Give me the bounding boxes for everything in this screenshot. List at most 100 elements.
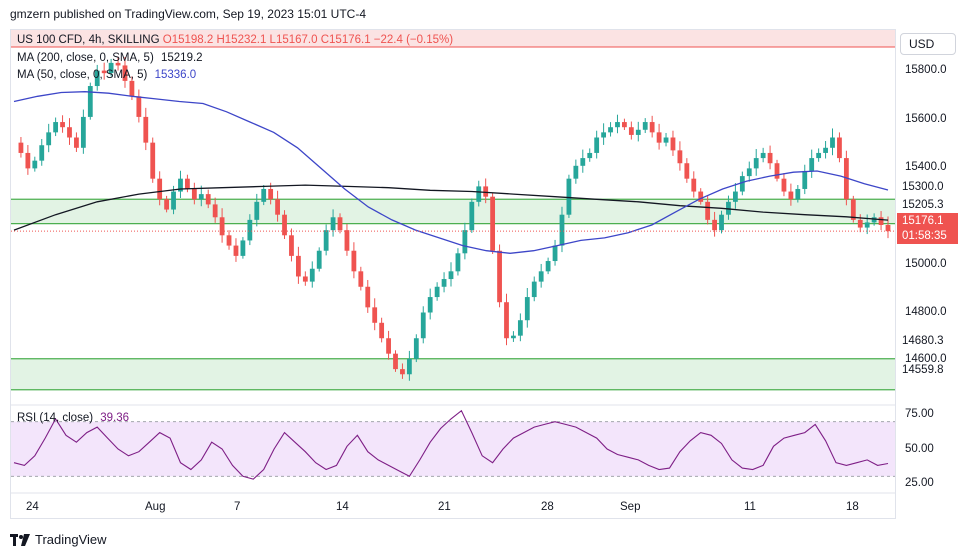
candle-body bbox=[670, 137, 676, 151]
rsi-label: RSI (14, close) bbox=[17, 412, 94, 424]
candle-body bbox=[795, 188, 801, 200]
candle-body bbox=[511, 335, 516, 339]
candle-body bbox=[739, 176, 745, 192]
candle-body bbox=[191, 188, 197, 200]
candle-body bbox=[427, 297, 433, 313]
candle-body bbox=[358, 271, 364, 287]
candle-body bbox=[698, 191, 704, 202]
ma200-legend[interactable]: MA (200, close, 0, SMA, 5) 15219.2 bbox=[17, 52, 203, 64]
ohlc-high: H15232.1 bbox=[216, 34, 267, 46]
candle-body bbox=[816, 152, 822, 159]
candle-body bbox=[393, 353, 398, 370]
candle-body bbox=[788, 191, 794, 200]
candle-body bbox=[434, 286, 440, 298]
candle-body bbox=[60, 122, 65, 128]
footer-brand: TradingView bbox=[35, 532, 107, 547]
candle-body bbox=[809, 158, 815, 171]
candle-body bbox=[74, 137, 79, 148]
candle-body bbox=[864, 222, 870, 228]
symbol-legend[interactable]: US 100 CFD, 4h, SKILLING O15198.2 H15232… bbox=[17, 34, 453, 46]
candle-body bbox=[386, 338, 391, 354]
candle-body bbox=[726, 201, 731, 215]
ma200-label: MA (200, close, 0, SMA, 5) bbox=[17, 52, 154, 64]
ohlc-close: C15176.1 bbox=[320, 34, 371, 46]
candle-body bbox=[18, 142, 24, 153]
candle-body bbox=[455, 253, 461, 272]
candle-body bbox=[268, 188, 274, 200]
candle-body bbox=[233, 245, 239, 256]
ma50-legend[interactable]: MA (50, close, 0, SMA, 5) 15336.0 bbox=[17, 69, 196, 81]
ma50-value: 15336.0 bbox=[154, 69, 197, 81]
candle-body bbox=[781, 178, 787, 192]
candle-body bbox=[323, 230, 329, 251]
time-axis-label: 14 bbox=[336, 501, 349, 513]
time-axis-label: 18 bbox=[846, 501, 859, 513]
candle-body bbox=[171, 191, 176, 210]
candle-body bbox=[802, 170, 808, 189]
candle-body bbox=[302, 276, 308, 282]
rsi-axis-label: 25.00 bbox=[905, 477, 934, 489]
candle-body bbox=[691, 178, 697, 192]
candle-body bbox=[580, 158, 586, 166]
time-axis-label: Aug bbox=[145, 501, 166, 513]
candle-body bbox=[538, 271, 544, 282]
candle-body bbox=[753, 158, 759, 169]
candle-body bbox=[712, 219, 717, 231]
candle-body bbox=[32, 160, 38, 169]
candle-body bbox=[309, 268, 315, 282]
candle-body bbox=[372, 307, 378, 323]
candle-body bbox=[226, 235, 232, 246]
candle-body bbox=[767, 152, 773, 164]
rsi-axis-label: 50.00 bbox=[905, 443, 934, 455]
candle-body bbox=[573, 165, 579, 179]
candle-body bbox=[129, 80, 135, 97]
candle-body bbox=[413, 338, 419, 359]
candle-body bbox=[552, 245, 558, 262]
candle-body bbox=[559, 214, 565, 246]
currency-button[interactable]: USD bbox=[900, 33, 956, 55]
time-axis-label: 11 bbox=[744, 501, 756, 513]
zone-tag-upper-low: 15205.3 bbox=[898, 198, 948, 212]
candle-body bbox=[365, 286, 371, 308]
candle-body bbox=[545, 261, 551, 272]
candle-body bbox=[622, 122, 627, 128]
time-axis-label: 28 bbox=[541, 501, 554, 513]
last-price-tag: 15176.1 01:58:35 bbox=[897, 213, 958, 244]
candle-body bbox=[330, 217, 336, 231]
candle-body bbox=[594, 137, 600, 153]
tradingview-footer[interactable]: TradingView bbox=[10, 532, 107, 547]
sr-zone bbox=[11, 358, 895, 390]
ma200-value: 15219.2 bbox=[160, 52, 203, 64]
price-axis-label: 14600.0 bbox=[905, 353, 947, 365]
candle-body bbox=[122, 65, 128, 81]
candle-body bbox=[857, 219, 863, 228]
ohlc-change: −22.4 (−0.15%) bbox=[373, 34, 454, 46]
candle-body bbox=[136, 96, 142, 117]
time-axis-label: Sep bbox=[620, 501, 641, 513]
candle-body bbox=[143, 116, 149, 143]
candle-body bbox=[601, 132, 607, 138]
tradingview-logo-icon bbox=[10, 533, 30, 546]
candle-body bbox=[108, 62, 114, 74]
candle-body bbox=[566, 178, 572, 215]
candle-body bbox=[469, 201, 475, 231]
ma50-line bbox=[13, 91, 889, 254]
candle-body bbox=[483, 186, 489, 197]
rsi-line bbox=[13, 409, 889, 480]
candle-body bbox=[46, 132, 52, 146]
zone-tag-lower-high: 14680.3 bbox=[898, 334, 948, 348]
candle-body bbox=[850, 199, 856, 220]
candle-body bbox=[837, 137, 842, 159]
candle-body bbox=[247, 219, 253, 241]
candle-body bbox=[212, 204, 218, 218]
candle-body bbox=[178, 178, 183, 192]
candle-body bbox=[732, 191, 738, 202]
rsi-legend[interactable]: RSI (14, close) 39.36 bbox=[17, 412, 129, 424]
candle-body bbox=[379, 322, 385, 339]
candle-body bbox=[406, 358, 412, 375]
candle-body bbox=[316, 250, 322, 269]
candle-body bbox=[101, 70, 107, 74]
ohlc-low: L15167.0 bbox=[269, 34, 318, 46]
candle-body bbox=[448, 271, 454, 280]
